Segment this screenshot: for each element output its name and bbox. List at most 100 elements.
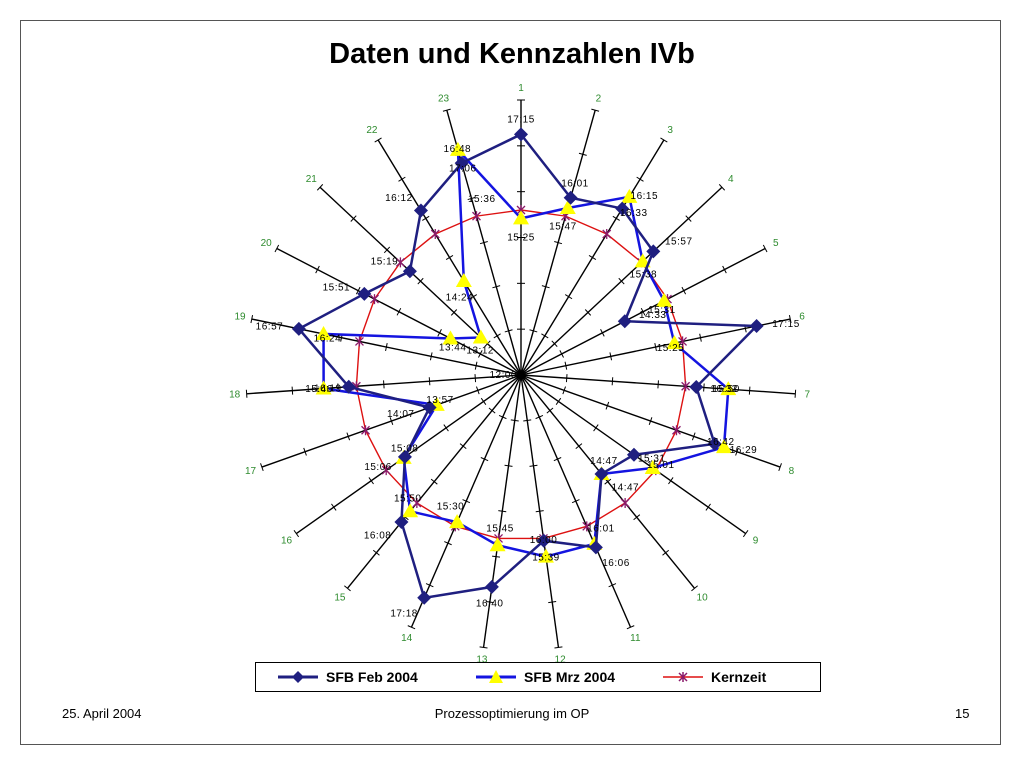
sfb-feb-point [394,514,409,529]
sfb-feb-point [422,400,437,415]
sfb-feb-point [514,127,528,142]
sfb-feb-time-label: 14:47 [612,482,640,493]
radar-tick [492,555,501,558]
radar-tick [492,285,501,289]
sfb-mrz-point [315,325,332,340]
spoke-number: 15 [334,593,346,604]
sfb-feb-point [454,156,469,171]
spoke-number: 3 [667,125,673,136]
sfb-feb-point [615,201,630,216]
radar-tick [551,340,558,347]
radar-tick [633,514,641,521]
legend-label-feb: SFB Feb 2004 [326,669,418,685]
radar-tick [389,417,394,425]
sfb-mrz-time-label: 15:38 [630,270,658,281]
kernzeit-line [355,209,687,540]
radar-tick [600,329,605,337]
spoke-number: 7 [805,390,811,401]
spokes-layer [245,99,797,649]
radar-tick [555,397,562,405]
radar-tick [331,503,337,511]
sfb-feb-point [413,203,428,218]
radar-tick [383,380,385,389]
sfb-mrz-point [455,273,472,288]
radar-tick [668,477,674,485]
radar-tick [469,294,478,300]
sfb-feb-time-label: 17:18 [390,608,418,619]
radar-tick [437,329,442,337]
radar-tick [504,329,513,333]
sfb-mrz-point [720,381,737,396]
sfb-feb-time-label: 16:57 [256,322,284,333]
radar-tick [722,265,727,274]
sfb-feb-point [749,319,764,334]
radar-tick [355,286,361,295]
radar-tick [498,510,507,513]
radar-tick [660,137,668,143]
sfb-mrz-time-label: 15:31 [638,454,666,465]
radar-tick [443,424,449,432]
legend-item-kernzeit: Kernzeit [661,663,766,691]
radar-tick [578,152,587,156]
radar-tick [541,333,549,339]
sfb-mrz-time-label: 13:57 [426,395,454,406]
spoke-number: 22 [366,125,378,136]
radar-tick [699,333,702,342]
kernzeit-point [395,257,405,268]
radar-tick [442,108,451,112]
radar-tick [604,478,612,485]
radar-tick [548,600,557,604]
sfb-mrz-point [402,503,419,518]
sfb-feb-time-label: 17:15 [772,319,800,330]
spoke-number: 10 [697,593,709,604]
radar-tick [459,443,467,450]
spoke-number: 12 [555,654,567,665]
spoke-number: 18 [229,390,241,401]
sfb-mrz-time-label: 15:25 [507,232,535,243]
radar-tick [762,244,768,253]
sfb-feb-point [646,244,661,259]
slide-title: Daten und Kennzahlen IVb [329,38,695,70]
sfb-feb-time-label: 16:01 [561,178,589,189]
sfb-feb-point [357,286,372,301]
radar-tick [748,386,751,395]
radar-tick [484,340,491,347]
sfb-feb-time-label: 15:50 [712,384,740,395]
radar-tick [575,443,583,450]
radar-tick [612,215,620,221]
sfb-feb-time-label: 15:39 [532,553,560,564]
radar-tick [383,246,391,254]
radar-tick [626,625,635,630]
radar-tick [565,374,568,383]
sfb-feb-point [417,590,432,605]
radar-tick [718,184,726,191]
sfb-mrz-time-label: 15:08 [391,443,419,454]
spoke-number: 1 [518,83,524,94]
radar-tick [479,646,488,649]
sfb-mrz-time-label: 16:32 [710,384,738,395]
radar-tick [591,108,600,112]
center-time-label: 12:00 [489,370,517,381]
sfb-feb-time-label: 15:57 [665,237,693,248]
radar-tick [535,510,544,513]
radar-tick [245,389,248,398]
sfb-feb-time-label: 15:01 [647,460,675,471]
sfb-mrz-time-label: 15:47 [549,221,577,232]
sfb-mrz-point [315,380,332,395]
sfb-feb-point [341,379,356,394]
sfb-mrz-time-label: 13:12 [466,346,494,357]
sfb-mrz-point [656,292,673,307]
sfb-feb-point [707,436,722,451]
sfb-mrz-time-label: 14:47 [590,456,618,467]
legend-item-mrz: SFB Mrz 2004 [474,663,615,691]
radar-tick [474,374,477,383]
spoke-number: 19 [234,312,246,323]
radar-tick [546,407,554,414]
radar-tick [430,478,438,485]
radar-tick [588,255,597,261]
sfb-mrz-point [449,514,466,529]
radar-tick [293,530,300,538]
sfb-feb-point [291,321,306,336]
sfb-feb-time-label: 15:19 [371,256,399,267]
